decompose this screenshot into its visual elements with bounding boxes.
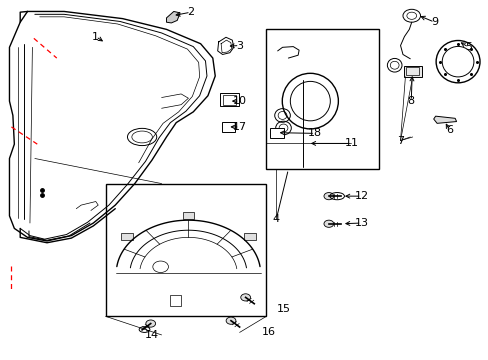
Text: 15: 15 bbox=[276, 304, 290, 314]
Text: 14: 14 bbox=[144, 330, 159, 340]
Text: 9: 9 bbox=[430, 17, 437, 27]
Text: 8: 8 bbox=[407, 96, 414, 106]
Text: 18: 18 bbox=[307, 129, 322, 138]
Polygon shape bbox=[166, 12, 180, 23]
Text: 10: 10 bbox=[232, 96, 246, 106]
Text: 13: 13 bbox=[354, 218, 368, 228]
Text: 1: 1 bbox=[92, 32, 99, 41]
FancyBboxPatch shape bbox=[182, 212, 194, 219]
Circle shape bbox=[324, 193, 333, 200]
Text: 7: 7 bbox=[396, 136, 403, 145]
Circle shape bbox=[324, 220, 333, 227]
Text: 12: 12 bbox=[354, 191, 368, 201]
Text: 17: 17 bbox=[232, 122, 246, 132]
Text: 2: 2 bbox=[187, 7, 194, 17]
Circle shape bbox=[225, 317, 235, 324]
Text: 4: 4 bbox=[272, 215, 279, 224]
Polygon shape bbox=[433, 116, 456, 123]
FancyBboxPatch shape bbox=[270, 128, 284, 138]
Circle shape bbox=[145, 320, 155, 327]
Text: 6: 6 bbox=[445, 125, 452, 135]
FancyBboxPatch shape bbox=[221, 122, 235, 132]
Text: 3: 3 bbox=[236, 41, 243, 50]
FancyBboxPatch shape bbox=[404, 66, 421, 77]
Text: 11: 11 bbox=[344, 139, 358, 148]
Circle shape bbox=[240, 294, 250, 301]
Text: 5: 5 bbox=[465, 42, 471, 52]
FancyBboxPatch shape bbox=[121, 233, 133, 240]
FancyBboxPatch shape bbox=[244, 233, 255, 240]
Text: 16: 16 bbox=[262, 327, 275, 337]
FancyBboxPatch shape bbox=[220, 93, 238, 107]
